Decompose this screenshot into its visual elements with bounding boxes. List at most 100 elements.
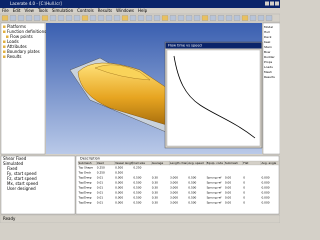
tool-button[interactable] — [249, 15, 257, 21]
tool-button[interactable] — [177, 15, 185, 21]
tree-item[interactable]: Attributes — [7, 44, 27, 49]
tree-item[interactable]: Loads — [264, 65, 273, 69]
menu-item[interactable]: Windows — [116, 8, 134, 13]
table-cell: 0 — [243, 196, 245, 200]
tree-item[interactable]: Results — [264, 75, 275, 79]
tool-button[interactable] — [129, 15, 137, 21]
tool-button[interactable] — [49, 15, 57, 21]
tool-button[interactable] — [73, 15, 81, 21]
tree-item[interactable]: Platforms — [7, 24, 26, 29]
menu-item[interactable]: Simulation — [52, 8, 74, 13]
menu-item[interactable]: Edit — [13, 8, 21, 13]
tree-item[interactable]: Flow points — [10, 34, 33, 39]
table-cell: Sprung ref — [207, 196, 223, 200]
table-cell: 0.500 — [188, 176, 196, 180]
column-header: Used — [97, 161, 104, 165]
column-header: Avg. speed — [188, 161, 204, 165]
table-cell: 0.500 — [133, 176, 141, 180]
menu-item[interactable]: Help — [138, 8, 148, 13]
tool-button[interactable] — [233, 15, 241, 21]
minimize-button[interactable] — [265, 1, 269, 6]
table-cell: 0 — [243, 181, 245, 185]
tree-item[interactable]: User designed — [7, 186, 36, 191]
table-cell: Sprung ref — [207, 201, 223, 205]
menu-item[interactable]: Results — [98, 8, 112, 13]
tool-button[interactable] — [201, 15, 209, 21]
tree-item[interactable]: Simulated — [3, 161, 24, 166]
tool-button[interactable] — [41, 15, 49, 21]
menu-item[interactable]: Tools — [37, 8, 48, 13]
tool-button[interactable] — [265, 15, 273, 21]
tool-button[interactable] — [209, 15, 217, 21]
tree-item[interactable]: Hull — [264, 30, 270, 34]
menu-item[interactable]: Controls — [77, 8, 94, 13]
tool-button[interactable] — [89, 15, 97, 21]
table-tab[interactable]: Description — [80, 157, 100, 161]
column-header: Submesh — [225, 161, 238, 165]
tree-item[interactable]: Shear Fixed — [3, 156, 27, 161]
tool-button[interactable] — [1, 15, 9, 21]
tool-button[interactable] — [81, 15, 89, 21]
table-cell: 0.30 — [152, 181, 158, 185]
maximize-button[interactable] — [270, 1, 274, 6]
tool-button[interactable] — [137, 15, 145, 21]
table-cell: 0 — [243, 176, 245, 180]
tree-item[interactable]: Mesh — [264, 70, 272, 74]
tree-item[interactable]: Fy, start speed — [7, 171, 37, 176]
table-cell: 0.01 — [97, 201, 103, 205]
tool-button[interactable] — [121, 15, 129, 21]
tool-button[interactable] — [161, 15, 169, 21]
tree-item[interactable]: Function definitions — [7, 29, 46, 34]
tool-button[interactable] — [17, 15, 25, 21]
table-cell: 0.500 — [188, 201, 196, 205]
tree-item[interactable]: Stern — [264, 45, 272, 49]
tree-item[interactable]: Results — [7, 54, 21, 59]
menu-item[interactable]: View — [24, 8, 34, 13]
column-header: Length change — [170, 161, 191, 165]
tool-button[interactable] — [257, 15, 265, 21]
tool-button[interactable] — [145, 15, 153, 21]
hull-deck — [94, 64, 151, 81]
tree-item[interactable]: Fixed — [7, 166, 18, 171]
close-button[interactable] — [275, 1, 279, 6]
tool-button[interactable] — [33, 15, 41, 21]
tool-button[interactable] — [9, 15, 17, 21]
tool-button[interactable] — [169, 15, 177, 21]
tree-item[interactable]: Deck — [264, 35, 272, 39]
table-cell: 0.500 — [133, 191, 141, 195]
table-cell: 0.000 — [115, 176, 123, 180]
tool-button[interactable] — [25, 15, 33, 21]
table-cell: Sprung ref — [207, 176, 223, 180]
table-cell: 0.500 — [188, 181, 196, 185]
tool-button[interactable] — [225, 15, 233, 21]
tree-item[interactable]: Mx, start speed — [7, 181, 38, 186]
menu-item[interactable]: File — [2, 8, 9, 13]
tree-item[interactable]: Boundary plates — [7, 49, 40, 54]
table-cell: 0.000 — [262, 201, 270, 205]
table-cell: 0.00 — [225, 201, 231, 205]
tree-icon — [3, 30, 6, 33]
tool-button[interactable] — [241, 15, 249, 21]
tree-item[interactable]: Model — [264, 25, 273, 29]
table-cell: 0.01 — [97, 186, 103, 190]
tool-button[interactable] — [65, 15, 73, 21]
tool-button[interactable] — [185, 15, 193, 21]
tool-button[interactable] — [217, 15, 225, 21]
graph-curve — [173, 55, 256, 139]
tool-button[interactable] — [105, 15, 113, 21]
tree-item[interactable]: Keel — [264, 40, 271, 44]
tree-item[interactable]: Rudder — [264, 55, 276, 59]
table-cell: 0.000 — [262, 181, 270, 185]
table-cell: 0.000 — [115, 196, 123, 200]
tree-item[interactable]: Props — [264, 60, 273, 64]
toolbar — [0, 13, 281, 23]
table-panel — [75, 155, 280, 215]
tool-button[interactable] — [57, 15, 65, 21]
tree-item[interactable]: Fz, start speed — [7, 176, 37, 181]
tree-item[interactable]: Bow — [264, 50, 271, 54]
tool-button[interactable] — [153, 15, 161, 21]
tool-button[interactable] — [113, 15, 121, 21]
tree-item[interactable]: Loads — [7, 39, 19, 44]
tool-button[interactable] — [193, 15, 201, 21]
tool-button[interactable] — [97, 15, 105, 21]
